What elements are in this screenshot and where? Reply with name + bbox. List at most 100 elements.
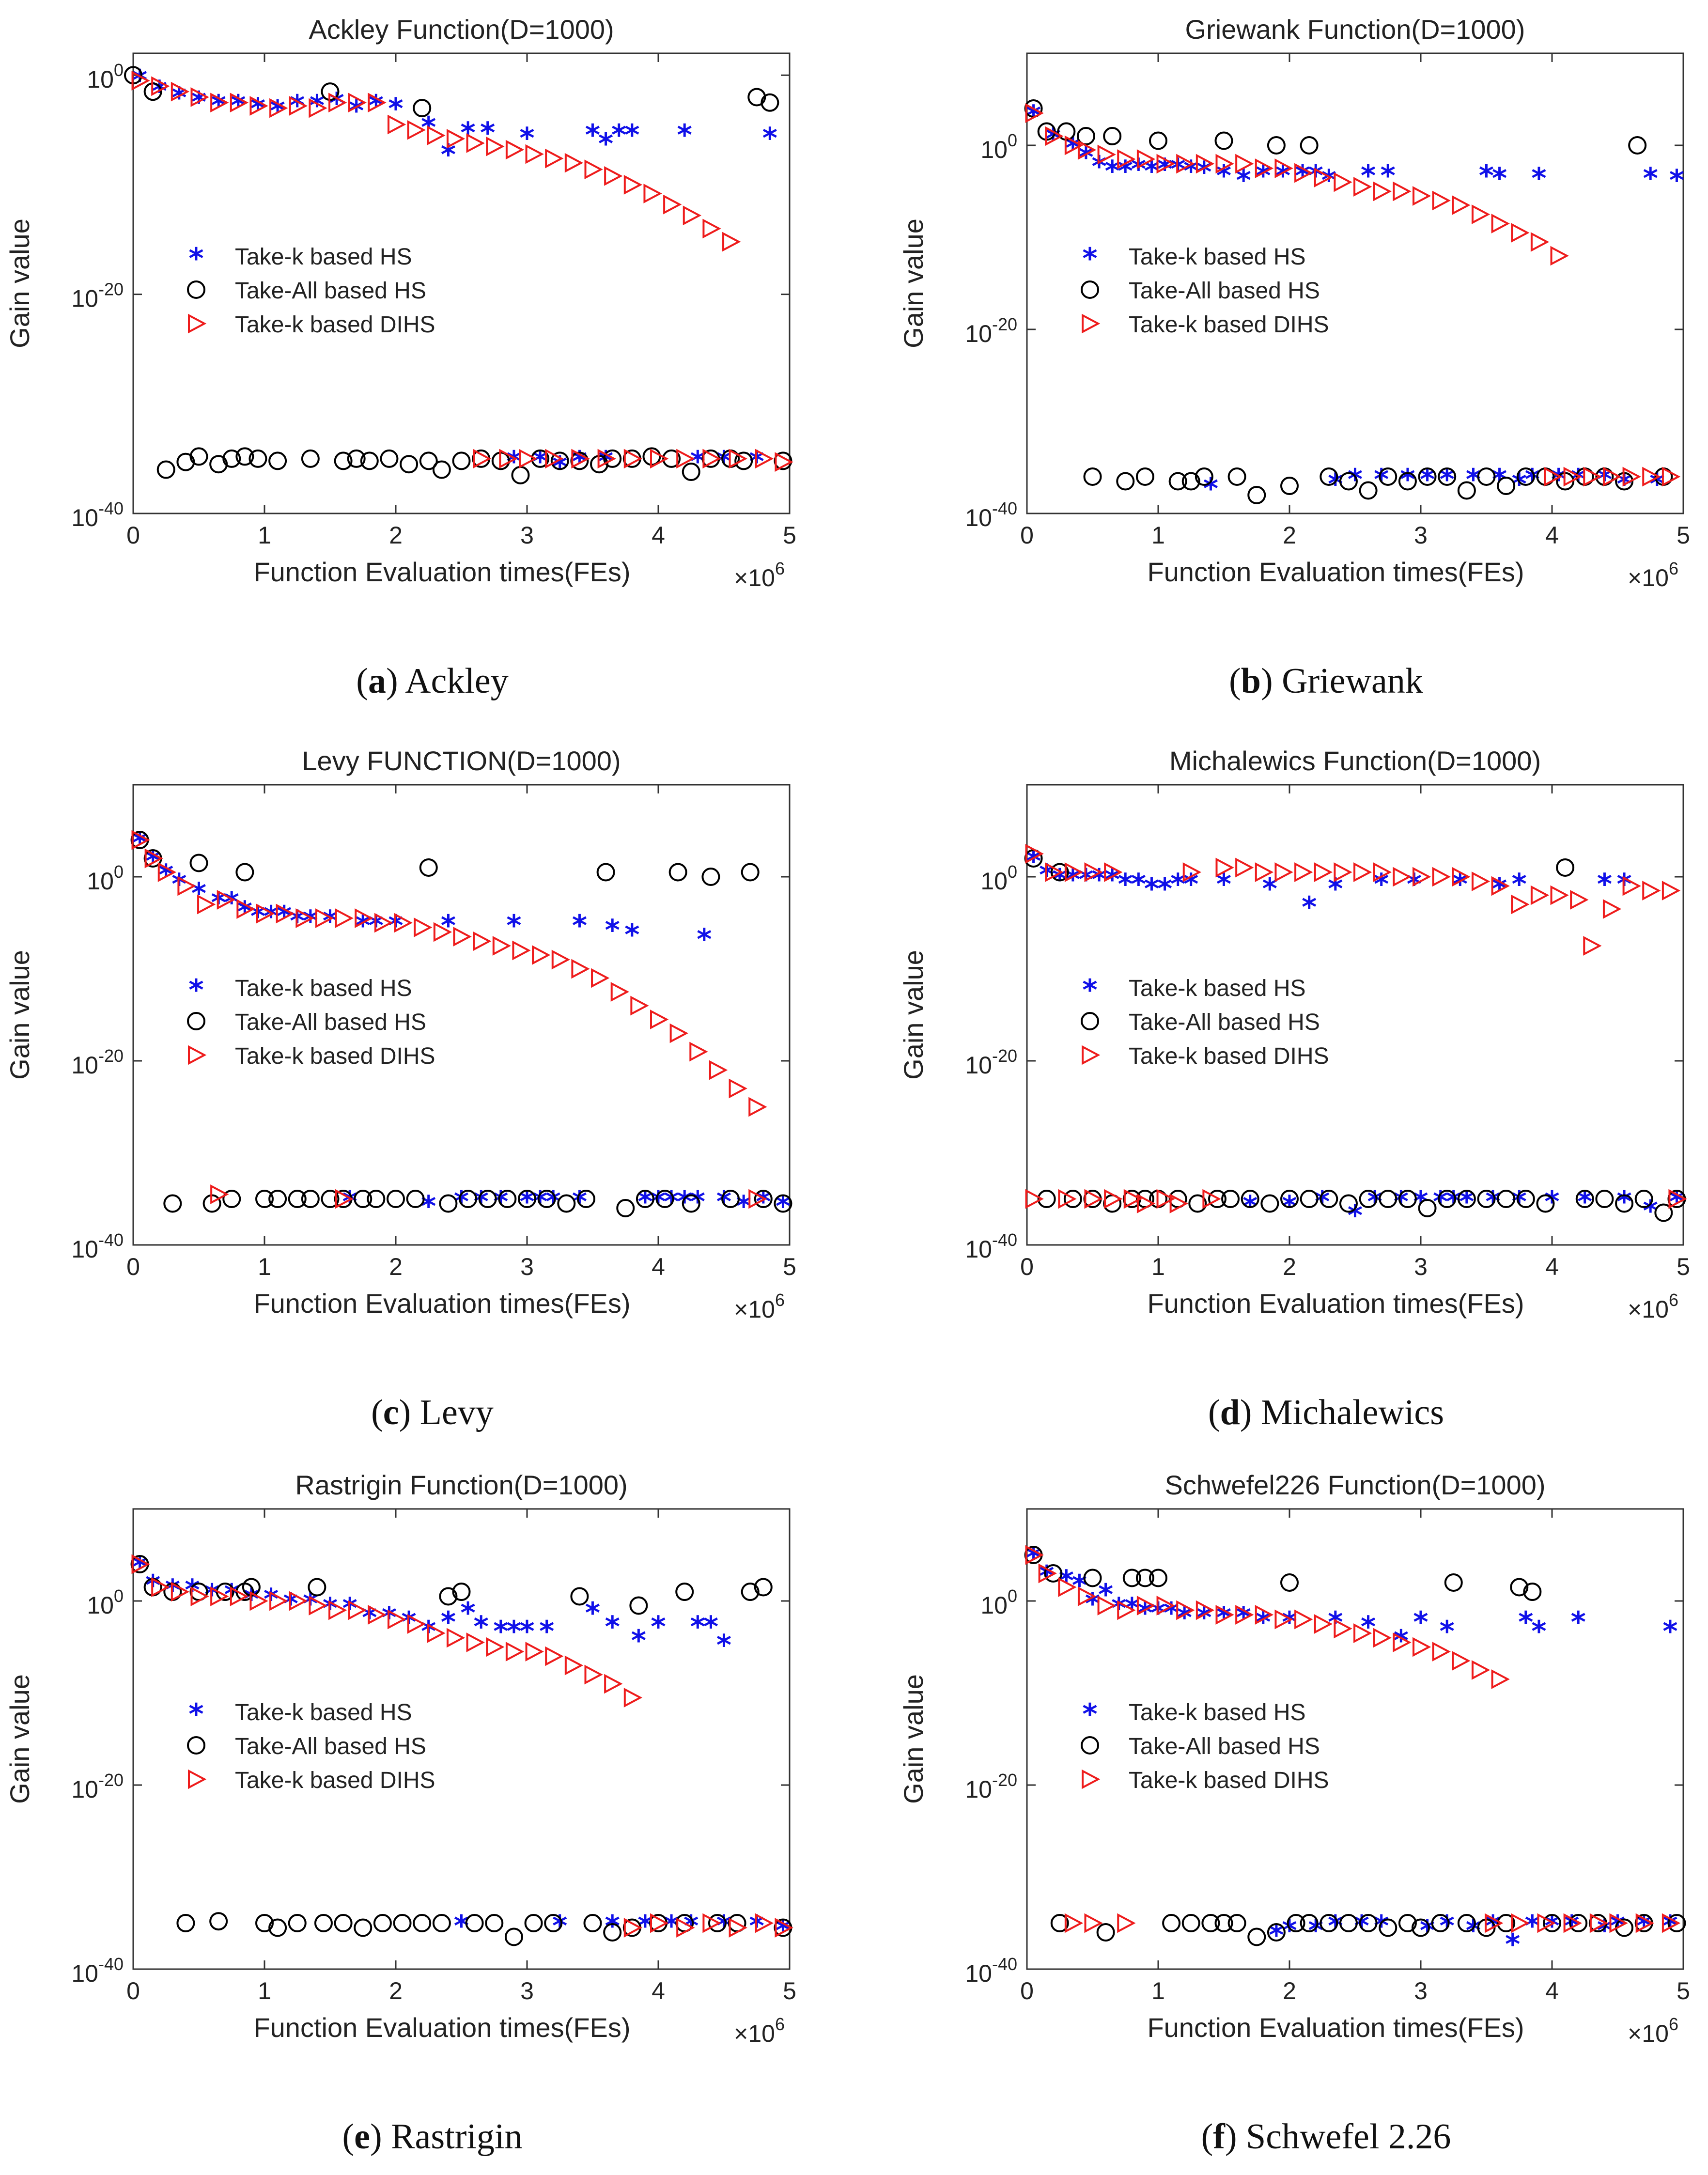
data-point-take-k-dihs	[1025, 103, 1044, 123]
data-point-take-k-hs: *	[1302, 890, 1317, 924]
data-point-take-all-hs	[531, 449, 550, 468]
data-point-take-all-hs	[1418, 1199, 1437, 1217]
data-point-take-k-dihs	[584, 159, 603, 180]
legend-item: * Take-k based HS	[188, 973, 412, 1007]
data-point-take-all-hs	[1497, 1914, 1516, 1932]
legend-marker: *	[1082, 1697, 1097, 1731]
axes-box	[132, 784, 791, 1246]
data-point-take-all-hs	[1359, 1914, 1378, 1932]
data-point-take-all-hs	[557, 1194, 576, 1213]
data-point-take-k-dihs	[309, 98, 327, 118]
x-tick-label: 4	[652, 522, 665, 549]
data-point-take-k-dihs	[1353, 862, 1372, 882]
data-point-take-all-hs	[465, 1914, 484, 1932]
data-point-take-all-hs	[308, 1578, 326, 1597]
data-point-take-k-dihs	[492, 936, 512, 956]
series-triangle-right	[131, 830, 767, 1209]
data-point-take-k-dihs	[1530, 232, 1550, 252]
data-point-take-k-dihs	[1235, 1605, 1254, 1625]
data-point-take-k-dihs	[1602, 466, 1622, 487]
data-point-take-all-hs	[189, 447, 208, 466]
data-point-take-all-hs	[576, 1190, 595, 1208]
data-point-take-k-hs: *	[270, 94, 285, 128]
data-point-take-k-dihs	[545, 449, 564, 469]
data-point-take-k-hs: *	[1505, 1927, 1520, 1961]
data-point-take-all-hs	[485, 1914, 504, 1932]
data-point-take-k-dihs	[1491, 876, 1510, 896]
data-point-take-all-hs	[235, 447, 254, 466]
data-point-take-k-hs: *	[1512, 868, 1527, 901]
data-point-take-all-hs	[373, 1914, 392, 1932]
legend-label: Take-All based HS	[1129, 278, 1320, 304]
x-tick-label: 5	[783, 1977, 796, 2004]
data-point-take-k-hs: *	[349, 94, 364, 128]
data-point-take-all-hs	[1543, 1914, 1561, 1932]
data-point-take-all-hs	[360, 451, 379, 470]
data-point-take-all-hs	[544, 1914, 563, 1932]
data-point-take-k-dihs	[466, 133, 485, 153]
data-point-take-k-hs: *	[1374, 868, 1389, 901]
legend-marker	[188, 1769, 207, 1789]
data-point-take-k-dihs	[1491, 1669, 1510, 1689]
x-tick-label: 1	[1151, 522, 1165, 549]
axes-box	[132, 1508, 791, 1970]
data-point-take-k-dihs	[269, 98, 288, 118]
data-point-take-k-dihs	[151, 1577, 170, 1597]
data-point-take-k-dihs	[676, 1918, 695, 1938]
data-point-take-all-hs	[1050, 1914, 1069, 1932]
data-point-take-all-hs	[1477, 1190, 1496, 1208]
data-point-take-k-dihs	[446, 129, 466, 149]
data-point-take-k-dihs	[650, 1913, 669, 1933]
data-point-take-all-hs	[1398, 472, 1417, 491]
data-point-take-all-hs	[400, 455, 419, 474]
data-point-take-k-hs: *	[1597, 868, 1612, 901]
data-point-take-k-dihs	[1084, 1913, 1103, 1933]
legend-marker: *	[188, 242, 203, 276]
legend-item: Take-k based DIHS	[1082, 1768, 1329, 1793]
data-point-take-k-dihs	[249, 96, 268, 116]
data-point-take-k-hs: *	[1531, 1615, 1546, 1648]
data-point-take-all-hs	[301, 1190, 320, 1208]
data-point-take-k-dihs	[604, 166, 623, 186]
data-point-take-k-dihs	[532, 945, 551, 965]
data-point-take-k-dihs	[190, 1586, 209, 1606]
legend-label: Take-All based HS	[1129, 1010, 1320, 1035]
data-point-take-all-hs	[701, 868, 720, 886]
chart-panel-a: Ackley Function(D=1000) 0 1 2 3 4 5 100 10-20 10-…	[4, 14, 796, 701]
data-point-take-k-dihs	[1491, 214, 1510, 233]
data-point-take-all-hs	[156, 460, 175, 479]
data-point-take-k-hs: *	[677, 1185, 692, 1219]
x-multiplier: ×106	[734, 1290, 785, 1323]
data-point-take-all-hs	[1122, 1569, 1141, 1587]
data-point-take-k-hs: *	[158, 858, 173, 892]
data-point-take-k-dihs	[1294, 1609, 1313, 1630]
legend-label: Take-k based HS	[235, 1700, 412, 1725]
x-tick-label: 5	[783, 1253, 796, 1280]
data-point-take-all-hs	[754, 1578, 773, 1597]
data-point-take-k-hs: *	[585, 1596, 600, 1630]
data-point-take-k-dihs	[1104, 1189, 1123, 1209]
data-point-take-k-dihs	[1255, 158, 1274, 178]
data-point-take-k-dihs	[427, 1623, 446, 1643]
x-axis-label: Function Evaluation times(FEs)	[253, 1288, 630, 1319]
data-point-take-all-hs	[741, 1583, 760, 1601]
data-point-take-k-dihs	[1413, 867, 1431, 887]
subfigure-caption: (f) Schwefel 2.26	[1201, 2117, 1451, 2157]
data-point-take-all-hs	[1181, 1914, 1200, 1932]
data-point-take-k-hs: *	[1183, 868, 1198, 901]
data-point-take-k-dihs	[1274, 1609, 1293, 1630]
data-point-take-all-hs	[288, 1914, 307, 1932]
data-point-take-k-dihs	[269, 1591, 288, 1611]
data-point-take-k-dihs	[1485, 1913, 1504, 1933]
data-point-take-all-hs	[452, 451, 471, 470]
data-point-take-all-hs	[636, 1190, 654, 1208]
y-tick-label: 100	[87, 60, 124, 93]
data-point-take-all-hs	[1280, 1190, 1299, 1208]
data-point-take-k-dihs	[190, 87, 209, 107]
y-axis-label: Gain value	[898, 218, 929, 348]
data-point-take-k-dihs	[1156, 1189, 1175, 1209]
data-point-take-all-hs	[1438, 1190, 1457, 1208]
data-point-take-k-dihs	[1413, 1637, 1431, 1657]
data-point-take-k-hs: *	[651, 1610, 666, 1644]
data-point-take-all-hs	[354, 1918, 373, 1937]
